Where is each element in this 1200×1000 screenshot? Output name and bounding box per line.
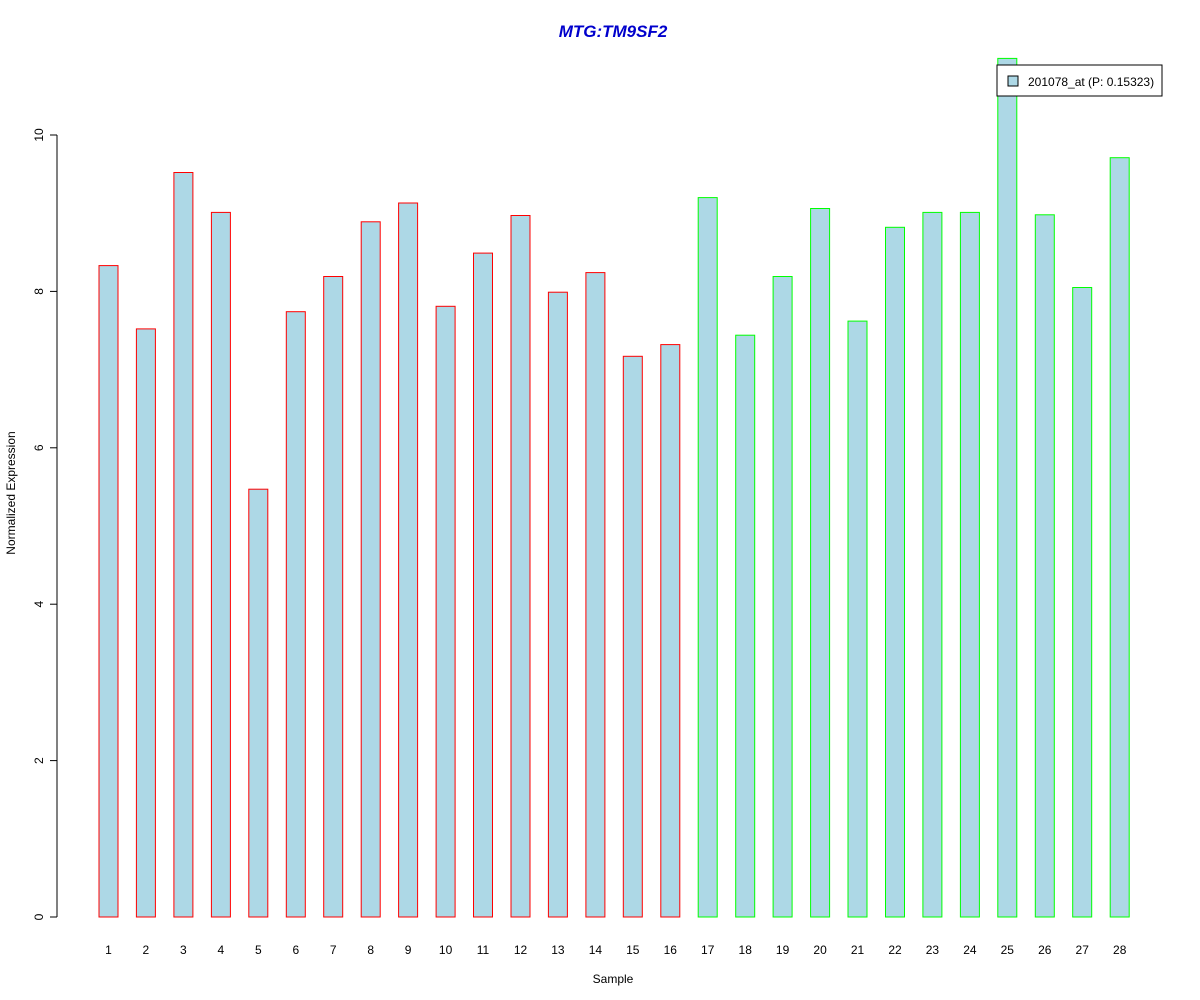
bar-sample-21 [847,320,868,918]
bar-sample-16 [660,344,681,918]
x-tick-label: 17 [701,943,715,957]
x-tick-label: 14 [589,943,603,957]
bar-sample-6 [285,311,306,918]
x-tick-label: 13 [551,943,565,957]
x-tick-label: 24 [963,943,977,957]
bar-sample-13 [547,291,568,918]
bar-sample-9 [398,202,419,918]
x-tick-label: 2 [143,943,150,957]
y-tick-label: 6 [32,444,46,451]
legend-box [996,64,1163,97]
y-tick-label: 10 [32,128,46,142]
x-axis-label: Sample [593,972,634,986]
legend-swatch [1007,75,1019,87]
x-tick-label: 16 [664,943,678,957]
x-tick-label: 27 [1076,943,1090,957]
bar-sample-8 [360,221,381,918]
bar-sample-20 [810,208,831,918]
bar-sample-28 [1109,157,1130,918]
x-tick-label: 23 [926,943,940,957]
legend-label: 201078_at (P: 0.15323) [1028,75,1154,89]
x-tick-label: 12 [514,943,528,957]
bar-sample-7 [323,276,344,918]
x-tick-label: 20 [813,943,827,957]
x-tick-label: 9 [405,943,412,957]
bar-sample-19 [772,276,793,918]
bar-sample-11 [473,252,493,918]
x-tick-label: 15 [626,943,640,957]
bar-sample-26 [1034,214,1055,918]
x-tick-label: 22 [888,943,902,957]
y-axis-label: Normalized Expression [4,431,18,554]
y-tick-label: 0 [32,913,46,920]
x-tick-label: 6 [292,943,299,957]
bar-sample-10 [435,305,456,918]
y-tick-label: 2 [32,757,46,764]
x-tick-label: 3 [180,943,187,957]
x-tick-label: 10 [439,943,453,957]
x-tick-label: 19 [776,943,790,957]
x-tick-label: 8 [367,943,374,957]
x-tick-label: 5 [255,943,262,957]
x-tick-label: 21 [851,943,865,957]
bar-sample-4 [210,211,231,918]
bar-sample-18 [735,334,756,918]
bar-sample-1 [98,265,119,918]
bar-sample-3 [173,172,194,918]
x-tick-label: 18 [739,943,753,957]
chart-title: MTG:TM9SF2 [559,22,668,41]
x-tick-label: 28 [1113,943,1127,957]
bar-sample-27 [1072,287,1093,918]
bar-sample-15 [622,355,643,918]
x-tick-label: 26 [1038,943,1052,957]
y-tick-label: 8 [32,288,46,295]
bar-sample-14 [585,272,606,918]
legend: 201078_at (P: 0.15323) [996,64,1163,97]
x-tick-labels: 1 2 3 4 5 6 7 8 9 10 11 12 13 14 15 16 17 18 19 20 21 22 23 24 2… [105,943,1127,957]
bar-sample-23 [922,211,943,918]
y-axis: 0 2 4 6 8 10 [32,128,58,920]
bar-sample-12 [510,215,531,918]
x-tick-label: 25 [1001,943,1015,957]
bar-sample-25 [997,57,1018,918]
y-tick-label: 4 [32,601,46,608]
bar-sample-24 [959,211,980,918]
bar-sample-22 [885,226,905,918]
bar-sample-17 [697,197,718,918]
bars-group [98,57,1130,918]
x-tick-label: 7 [330,943,337,957]
x-tick-label: 11 [477,943,490,957]
bar-sample-2 [135,328,156,918]
bar-sample-5 [248,488,269,918]
x-tick-label: 1 [105,943,112,957]
x-tick-label: 4 [218,943,225,957]
